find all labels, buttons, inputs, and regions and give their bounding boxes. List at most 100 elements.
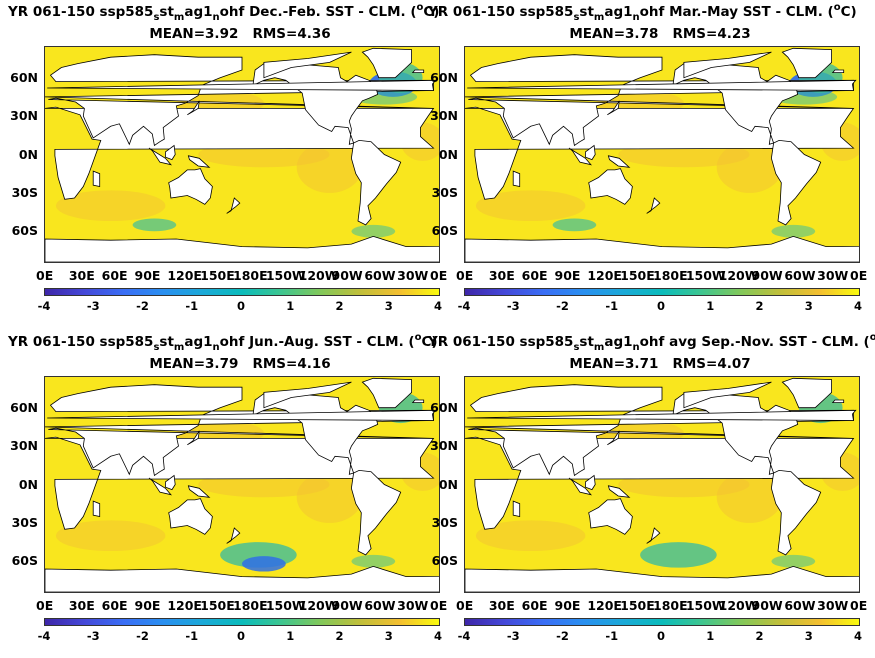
landmass xyxy=(92,500,101,517)
lon-tick-label: 0E xyxy=(36,268,54,283)
landmass xyxy=(92,170,101,187)
colorbar-tick-label: 4 xyxy=(853,629,862,643)
colorbar-tick-label: -1 xyxy=(605,629,619,643)
colorbar-tick-label: 1 xyxy=(286,629,295,643)
anomaly-region xyxy=(552,218,597,232)
landmass xyxy=(607,485,631,498)
colorbar-tick-label: -4 xyxy=(457,299,471,313)
landmass xyxy=(585,144,596,161)
panel-title: YR 061-150 ssp585sstmag1nohf Jun.-Aug. S… xyxy=(8,332,438,353)
lon-tick-label: 90W xyxy=(751,268,783,283)
sst-map xyxy=(44,376,440,593)
colorbar-tick-label: 4 xyxy=(433,629,442,643)
landmass xyxy=(465,235,859,262)
landmass xyxy=(165,474,176,491)
landmass xyxy=(45,54,434,147)
colorbar-tick-label: 0 xyxy=(656,629,665,643)
lon-tick-label: 0E xyxy=(36,598,54,613)
lat-tick-label: 30S xyxy=(431,514,458,530)
lon-tick-label: 0E xyxy=(850,268,868,283)
colorbar xyxy=(464,288,860,296)
landmass xyxy=(168,498,213,535)
lon-tick-label: 150W xyxy=(265,598,306,613)
lon-tick-label: 30W xyxy=(817,268,849,283)
lon-tick-label: 30E xyxy=(488,598,515,613)
lat-tick-label: 30N xyxy=(430,108,458,124)
mean-value: MEAN=3.78 xyxy=(569,26,659,42)
landmass xyxy=(465,436,855,530)
mean-rms-stats: MEAN=3.71 RMS=4.07 xyxy=(540,356,780,372)
colorbar-tick-label: -3 xyxy=(86,629,100,643)
anomaly-region xyxy=(771,224,816,238)
lon-tick-label: 60W xyxy=(784,598,816,613)
lon-tick-label: 90E xyxy=(554,598,581,613)
rms-value: RMS=4.07 xyxy=(672,356,751,372)
landmass xyxy=(45,436,435,530)
colorbar-tick-label: -3 xyxy=(506,299,520,313)
landmass xyxy=(607,430,620,446)
lat-tick-label: 0N xyxy=(18,476,38,492)
mean-rms-stats: MEAN=3.78 RMS=4.23 xyxy=(540,26,780,42)
landmass xyxy=(45,565,439,592)
landmass xyxy=(607,100,620,116)
lon-tick-label: 0E xyxy=(850,598,868,613)
sst-map xyxy=(464,46,860,263)
colorbar-tick-label: 3 xyxy=(384,299,393,313)
lon-tick-label: 150E xyxy=(200,598,235,613)
lon-tick-label: 120W xyxy=(298,268,339,283)
lat-tick-label: 30N xyxy=(430,438,458,454)
landmass xyxy=(467,409,857,421)
lon-tick-label: 60E xyxy=(101,598,128,613)
anomaly-region xyxy=(55,520,166,552)
lat-tick-label: 60N xyxy=(430,399,458,415)
landmass xyxy=(770,139,822,226)
map-panel-jja: YR 061-150 ssp585sstmag1nohf Jun.-Aug. S… xyxy=(0,330,440,658)
landmass xyxy=(350,139,402,226)
colorbar-tick-label: 3 xyxy=(804,629,813,643)
colorbar xyxy=(44,288,440,296)
sst-field xyxy=(45,47,439,262)
anomaly-region xyxy=(296,471,363,523)
mean-value: MEAN=3.79 xyxy=(149,356,239,372)
lon-tick-label: 150W xyxy=(685,268,726,283)
landmass xyxy=(361,47,413,79)
lon-tick-label: 90E xyxy=(134,268,161,283)
lon-tick-label: 180E xyxy=(653,268,688,283)
landmass xyxy=(781,377,833,409)
rms-value: RMS=4.36 xyxy=(252,26,331,42)
colorbar-tick-label: 2 xyxy=(755,629,764,643)
lat-tick-label: 60N xyxy=(10,69,38,85)
landmass xyxy=(568,477,592,496)
landmass xyxy=(465,106,855,200)
lat-tick-label: 60N xyxy=(10,399,38,415)
lon-tick-label: 60W xyxy=(364,598,396,613)
anomaly-region xyxy=(716,141,783,193)
lat-tick-label: 60S xyxy=(11,553,38,569)
lon-tick-label: 60W xyxy=(364,268,396,283)
lon-tick-label: 30W xyxy=(397,268,429,283)
landmass xyxy=(568,147,592,166)
lon-tick-label: 90E xyxy=(554,268,581,283)
panel-title: YR 061-150 ssp585sstmag1nohf avg Sep.-No… xyxy=(428,332,875,353)
lat-tick-label: 0N xyxy=(438,146,458,162)
lat-tick-label: 30S xyxy=(11,184,38,200)
lon-tick-label: 150W xyxy=(265,268,306,283)
lon-tick-label: 120E xyxy=(587,598,622,613)
colorbar-tick-label: 0 xyxy=(236,299,245,313)
landmass xyxy=(588,168,633,205)
lon-tick-label: 60W xyxy=(784,268,816,283)
lon-tick-label: 150W xyxy=(685,598,726,613)
landmass xyxy=(45,235,439,262)
lon-tick-label: 120W xyxy=(298,598,339,613)
lon-tick-label: 150E xyxy=(620,268,655,283)
mean-rms-stats: MEAN=3.79 RMS=4.16 xyxy=(120,356,360,372)
lon-tick-label: 30E xyxy=(68,598,95,613)
lon-tick-label: 90W xyxy=(331,598,363,613)
landmass xyxy=(187,485,211,498)
colorbar-tick-label: -2 xyxy=(556,299,569,313)
lat-tick-label: 60S xyxy=(11,223,38,239)
landmass xyxy=(465,384,854,477)
landmass xyxy=(607,155,631,168)
map-panel-son: YR 061-150 ssp585sstmag1nohf avg Sep.-No… xyxy=(420,330,875,658)
colorbar xyxy=(464,618,860,626)
